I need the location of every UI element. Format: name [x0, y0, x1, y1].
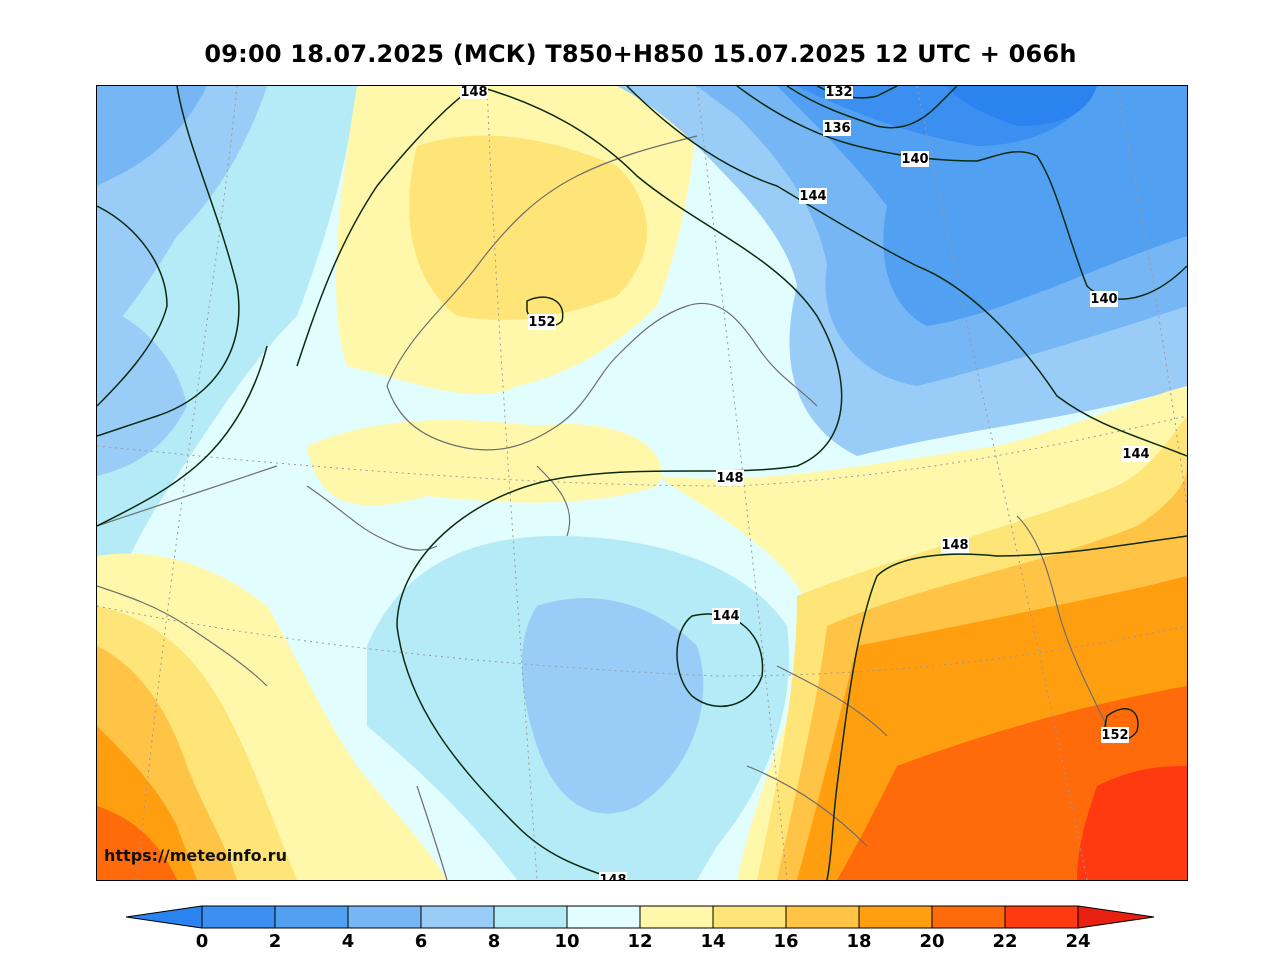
colorbar-22-24: [1004, 905, 1079, 929]
colorbar-12-14: [639, 905, 714, 929]
contour-label-152-a: 152: [528, 315, 555, 330]
field-20-22-sw: [97, 806, 177, 880]
contour-label-140-a: 140: [901, 152, 928, 167]
field-6-8-w: [97, 306, 187, 476]
contour-label-148-a: 148: [460, 86, 487, 100]
contour-label-144-a: 144: [799, 189, 826, 204]
colorbar: [126, 905, 1155, 929]
contour-label-144-b: 144: [1122, 447, 1149, 462]
colorbar-10-12: [566, 905, 641, 929]
watermark-url[interactable]: https://meteoinfo.ru: [104, 846, 287, 865]
contour-left-1: [97, 86, 240, 437]
field-22-24-east: [1077, 766, 1187, 880]
colorbar-above-arrow: [1077, 905, 1155, 929]
graticule: [97, 86, 1187, 880]
contour-label-148-d: 148: [599, 873, 626, 880]
contour-144-closed: [676, 613, 764, 708]
colorbar-16-18: [785, 905, 860, 929]
colorbar-tick-12: 12: [627, 931, 653, 952]
contour-label-148-c: 148: [941, 538, 968, 553]
contour-label-148-b: 148: [716, 471, 743, 486]
contour-left-3: [97, 345, 268, 527]
colorbar-tick-4: 4: [341, 931, 355, 952]
coastlines: [97, 135, 1108, 880]
contour-148-north: [296, 86, 478, 367]
field-below0-ne: [947, 86, 1097, 126]
map-title: 09:00 18.07.2025 (МСК) T850+H850 15.07.2…: [204, 40, 1077, 68]
field-12-14-baltic: [307, 420, 661, 506]
contour-148-main: [396, 86, 843, 880]
temperature-map: 132 136 140 140 144 144 144 148 148 148 …: [97, 86, 1187, 880]
map-panel: 132 136 140 140 144 144 144 148 148 148 …: [96, 85, 1188, 881]
contour-label-152-b: 152: [1101, 728, 1128, 743]
field-4-6-nw: [97, 86, 207, 186]
colorbar-tick-14: 14: [700, 931, 726, 952]
contour-136: [786, 86, 958, 129]
colorbar-tick-0: 0: [195, 931, 209, 952]
contour-144-north: [626, 86, 1187, 457]
contour-left-2: [97, 205, 168, 407]
colorbar-6-8: [420, 905, 495, 929]
contour-label-136: 136: [823, 121, 850, 136]
colorbar-0-2: [201, 905, 276, 929]
colorbar-18-20: [858, 905, 933, 929]
colorbar-8-10: [493, 905, 568, 929]
colorbar-tick-2: 2: [268, 931, 282, 952]
contours: [97, 86, 1187, 880]
colorbar-tick-6: 6: [414, 931, 428, 952]
colorbar-below-arrow: [126, 905, 203, 929]
contour-label-140-b: 140: [1090, 292, 1117, 307]
colorbar-tick-18: 18: [846, 931, 872, 952]
field-2-4-ne: [737, 86, 1187, 326]
colorbar-tick-20: 20: [919, 931, 945, 952]
colorbar-tick-22: 22: [992, 931, 1018, 952]
colorbar-14-16: [712, 905, 787, 929]
contour-148-east: [826, 535, 1187, 880]
contour-label-144-c: 144: [712, 609, 739, 624]
colorbar-tick-16: 16: [773, 931, 799, 952]
colorbar-20-22: [931, 905, 1006, 929]
field-14-16-scandinavia: [409, 135, 647, 320]
contour-label-132: 132: [825, 86, 852, 100]
field-6-8-central: [522, 598, 704, 814]
colorbar-tick-10: 10: [554, 931, 580, 952]
contour-labels: 132 136 140 140 144 144 144 148 148 148 …: [460, 86, 1150, 880]
colorbar-tick-8: 8: [487, 931, 501, 952]
colorbar-tick-24: 24: [1065, 931, 1091, 952]
colorbar-2-4: [274, 905, 349, 929]
colorbar-4-6: [347, 905, 422, 929]
